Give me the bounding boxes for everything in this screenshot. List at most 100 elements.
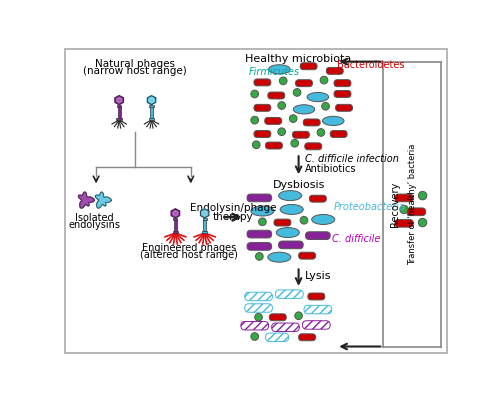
Bar — [118, 107, 120, 118]
Text: C. difficile infection: C. difficile infection — [305, 154, 398, 164]
FancyBboxPatch shape — [270, 314, 286, 321]
FancyBboxPatch shape — [305, 143, 322, 150]
Circle shape — [254, 313, 262, 321]
Circle shape — [400, 205, 408, 214]
Circle shape — [251, 116, 258, 124]
FancyBboxPatch shape — [326, 67, 344, 74]
FancyBboxPatch shape — [292, 131, 310, 138]
Circle shape — [418, 219, 427, 227]
Circle shape — [278, 101, 285, 109]
FancyBboxPatch shape — [296, 80, 312, 87]
Polygon shape — [96, 192, 112, 208]
Ellipse shape — [278, 191, 301, 201]
FancyBboxPatch shape — [266, 142, 282, 149]
Text: Dysbiosis: Dysbiosis — [272, 180, 325, 190]
Circle shape — [300, 217, 308, 224]
Bar — [150, 107, 153, 118]
Polygon shape — [149, 98, 154, 103]
FancyBboxPatch shape — [407, 208, 426, 216]
Circle shape — [322, 102, 330, 110]
Polygon shape — [115, 96, 124, 105]
Bar — [149, 118, 154, 120]
Bar — [117, 105, 121, 107]
FancyBboxPatch shape — [334, 80, 351, 87]
Circle shape — [418, 191, 427, 200]
Ellipse shape — [322, 116, 344, 125]
Circle shape — [317, 129, 325, 136]
FancyBboxPatch shape — [268, 92, 284, 99]
Ellipse shape — [268, 252, 291, 262]
Polygon shape — [117, 98, 121, 103]
Polygon shape — [148, 96, 156, 105]
FancyBboxPatch shape — [264, 117, 281, 124]
FancyBboxPatch shape — [395, 194, 413, 202]
Circle shape — [252, 141, 260, 148]
Text: Engineered phages: Engineered phages — [142, 242, 236, 253]
Ellipse shape — [268, 65, 290, 74]
Polygon shape — [171, 209, 179, 218]
Text: (narrow host range): (narrow host range) — [84, 66, 187, 76]
Text: Transfer of ‘healthy’ bacteria: Transfer of ‘healthy’ bacteria — [408, 143, 417, 265]
Text: Isolated: Isolated — [75, 213, 114, 222]
FancyBboxPatch shape — [254, 79, 271, 86]
Text: Firmicutes: Firmicutes — [248, 67, 300, 77]
Bar — [202, 231, 207, 233]
FancyBboxPatch shape — [303, 119, 320, 126]
Circle shape — [251, 90, 258, 98]
FancyBboxPatch shape — [336, 104, 352, 111]
Ellipse shape — [312, 215, 335, 224]
FancyBboxPatch shape — [330, 131, 347, 137]
Bar — [116, 118, 122, 120]
Text: C. difficile: C. difficile — [332, 234, 380, 244]
Text: Lysis: Lysis — [305, 271, 332, 281]
Bar — [204, 220, 206, 231]
Polygon shape — [173, 211, 178, 216]
Ellipse shape — [251, 206, 274, 216]
Circle shape — [291, 139, 298, 147]
FancyBboxPatch shape — [247, 242, 272, 250]
Text: Natural phages: Natural phages — [96, 59, 176, 68]
Text: Healthy microbiota: Healthy microbiota — [246, 54, 352, 64]
Text: endolysins: endolysins — [68, 220, 120, 230]
Text: Recovery: Recovery — [390, 181, 400, 227]
Circle shape — [251, 333, 258, 340]
Ellipse shape — [276, 228, 299, 238]
Bar — [150, 105, 154, 107]
Polygon shape — [202, 211, 207, 216]
Bar — [172, 231, 178, 233]
Text: (altered host range): (altered host range) — [140, 250, 238, 260]
FancyBboxPatch shape — [247, 230, 272, 238]
FancyBboxPatch shape — [254, 131, 271, 137]
Circle shape — [295, 312, 302, 320]
Circle shape — [320, 76, 328, 84]
FancyBboxPatch shape — [298, 252, 316, 259]
FancyBboxPatch shape — [278, 241, 303, 249]
FancyBboxPatch shape — [306, 232, 330, 240]
Text: Bacteroidetes: Bacteroidetes — [337, 60, 404, 70]
FancyBboxPatch shape — [66, 49, 447, 353]
FancyBboxPatch shape — [310, 195, 326, 202]
Ellipse shape — [280, 205, 303, 215]
Text: Antibiotics: Antibiotics — [305, 164, 356, 174]
Ellipse shape — [307, 92, 328, 101]
Polygon shape — [200, 209, 209, 218]
FancyBboxPatch shape — [395, 219, 413, 227]
Circle shape — [280, 77, 287, 85]
Circle shape — [256, 253, 263, 260]
Text: Endolysin/phage: Endolysin/phage — [190, 203, 276, 213]
FancyBboxPatch shape — [247, 194, 272, 202]
FancyBboxPatch shape — [334, 90, 351, 98]
Text: Proteobacteria: Proteobacteria — [333, 202, 405, 212]
Circle shape — [293, 89, 301, 96]
Circle shape — [278, 128, 285, 136]
FancyBboxPatch shape — [300, 63, 317, 70]
Polygon shape — [78, 192, 94, 208]
Text: therapy: therapy — [213, 212, 254, 222]
FancyBboxPatch shape — [274, 219, 291, 226]
FancyBboxPatch shape — [308, 293, 325, 300]
FancyBboxPatch shape — [254, 104, 271, 111]
Circle shape — [290, 115, 297, 123]
Bar — [174, 218, 178, 220]
FancyBboxPatch shape — [298, 334, 316, 341]
Bar — [202, 218, 206, 220]
